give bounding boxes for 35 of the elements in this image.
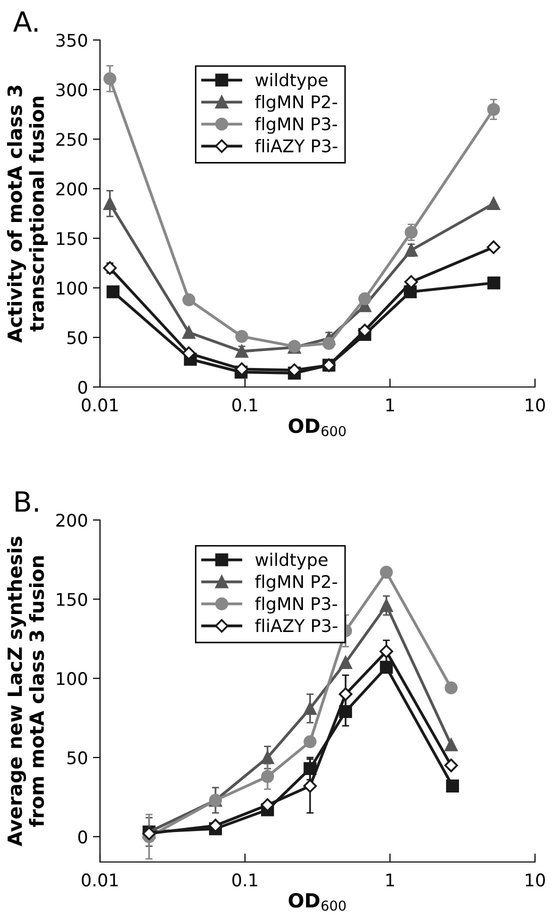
y-tick-label: 350	[56, 34, 88, 47]
y-tick-label: 150	[56, 232, 88, 246]
y-tick-label: 100	[56, 672, 88, 686]
chart-title: B.	[16, 491, 38, 512]
y-tick-label: 50	[67, 331, 88, 344]
legend-label: fliAZY P3-	[255, 139, 338, 152]
y-axis-title: Average new LacZ synthesis from motA class 3 fusion	[7, 536, 44, 846]
legend-label: wildtype	[255, 72, 328, 90]
y-tick-label: 150	[56, 592, 88, 606]
x-tick-label: 1	[386, 398, 394, 412]
y-tick-label: 0	[78, 830, 88, 844]
legend-label: flgMN P2-	[255, 94, 338, 112]
x-tick-label: 10	[526, 873, 545, 887]
x-tick-label: 0.01	[82, 398, 118, 412]
y-tick-label: 200	[56, 514, 88, 527]
legend-label: fliAZY P3-	[255, 618, 338, 632]
legend-label: flgMN P3-	[255, 116, 338, 134]
y-tick-label: 100	[56, 282, 88, 295]
y-tick-label: 50	[67, 751, 88, 764]
chart-title: A.	[13, 11, 38, 32]
legend-label: wildtype	[255, 552, 328, 570]
y-tick-label: 250	[56, 132, 88, 146]
x-tick-label: 0.1	[232, 398, 258, 412]
y-axis-title: Activity of motA class 3 transcriptional fusion	[7, 86, 48, 343]
x-axis-title: OD$_{600}$	[288, 892, 346, 911]
y-tick-label: 300	[56, 83, 88, 96]
legend-label: flgMN P2-	[255, 574, 338, 592]
x-tick-label: 1	[386, 874, 394, 886]
legend-label: flgMN P3-	[255, 596, 338, 614]
y-tick-label: 0	[78, 380, 88, 394]
y-tick-label: 200	[56, 182, 88, 196]
x-tick-label: 10	[526, 398, 545, 412]
x-axis-title: OD$_{600}$	[288, 418, 346, 436]
x-tick-label: 0.01	[82, 873, 118, 887]
x-tick-label: 0.1	[232, 873, 258, 887]
